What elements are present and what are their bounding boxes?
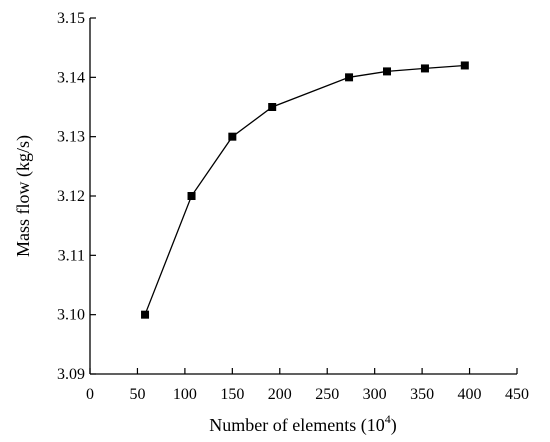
data-point-marker — [228, 132, 237, 141]
y-tick-label: 3.14 — [57, 69, 85, 86]
x-tick-label: 50 — [129, 386, 145, 403]
y-tick-label: 3.12 — [57, 188, 85, 205]
y-tick-label: 3.15 — [57, 10, 85, 27]
y-axis-ticks: 3.09 3.10 3.11 3.12 3.13 3.14 3.15 — [57, 10, 96, 383]
x-tick-label: 300 — [363, 386, 387, 403]
x-axis-title-main: Number of elements (10 — [209, 415, 384, 436]
data-point-marker — [345, 73, 354, 82]
x-axis-title-superscript: 4 — [385, 412, 391, 426]
y-tick-label: 3.10 — [57, 307, 85, 324]
series-line — [144, 64, 465, 315]
x-axis-title: Number of elements (104) — [209, 412, 396, 436]
data-point-marker — [460, 61, 469, 70]
data-point-marker — [187, 192, 196, 200]
y-axis-title: Mass flow (kg/s) — [13, 135, 34, 257]
x-tick-label: 200 — [268, 386, 292, 403]
data-point-marker — [268, 103, 277, 111]
y-tick-label: 3.09 — [57, 366, 85, 383]
x-tick-label: 250 — [315, 386, 339, 403]
x-tick-label: 400 — [458, 386, 482, 403]
x-axis-title-close: ) — [391, 415, 397, 436]
data-point-marker — [383, 67, 392, 76]
x-tick-label: 100 — [173, 386, 197, 403]
y-tick-label: 3.13 — [57, 129, 85, 146]
axes — [89, 18, 517, 375]
data-point-marker — [420, 64, 429, 73]
x-axis-ticks: 0 50 100 150 200 250 300 350 400 450 — [86, 368, 529, 403]
x-tick-label: 150 — [220, 386, 244, 403]
series-layer — [141, 61, 469, 319]
x-tick-label: 450 — [505, 386, 529, 403]
data-point-marker — [141, 310, 150, 319]
x-tick-label: 0 — [86, 386, 94, 403]
y-tick-label: 3.11 — [58, 247, 85, 264]
x-tick-label: 350 — [410, 386, 434, 403]
